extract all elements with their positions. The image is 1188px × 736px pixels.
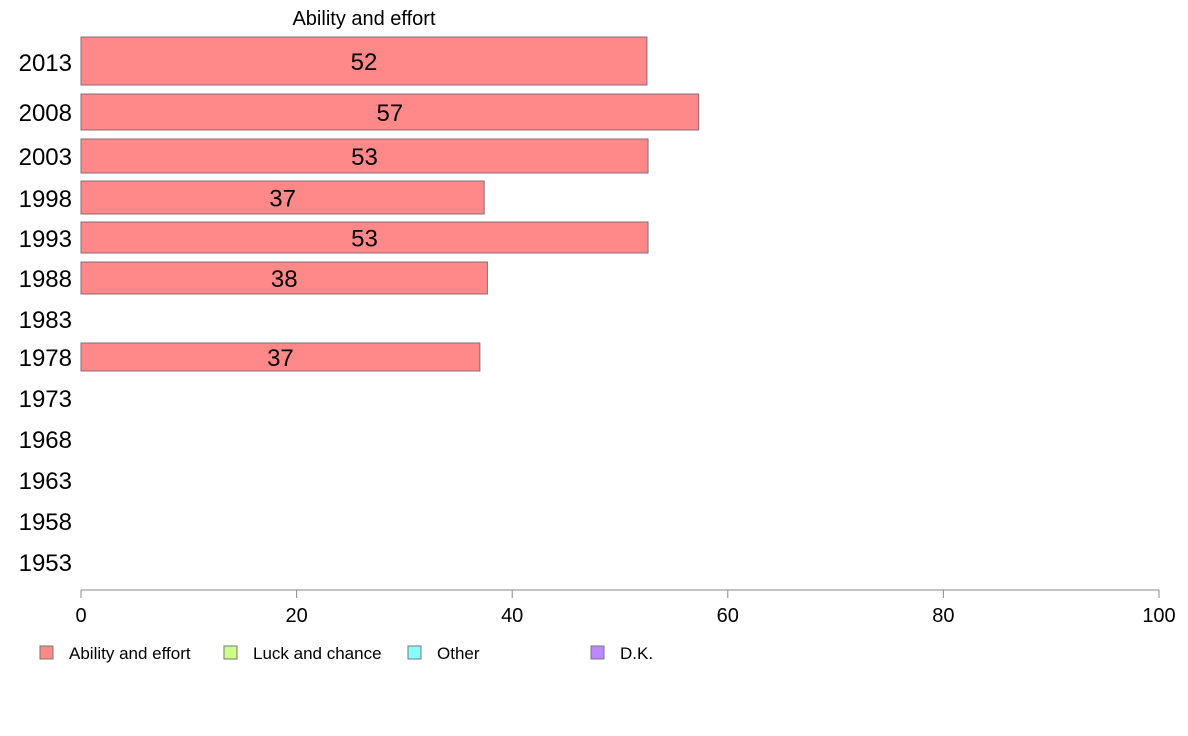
legend-swatch xyxy=(590,645,605,660)
y-tick-label: 1953 xyxy=(19,550,72,577)
bar xyxy=(80,342,481,372)
legend-label: D.K. xyxy=(620,644,653,663)
y-tick-label: 1978 xyxy=(19,345,72,372)
legend-item: Luck and chance xyxy=(223,644,382,663)
legend-label: Luck and chance xyxy=(253,644,382,663)
legend-item: Ability and effort xyxy=(39,644,191,663)
data-label: 37 xyxy=(267,345,294,372)
bar xyxy=(80,93,700,131)
y-tick-label: 2013 xyxy=(19,50,72,77)
y-tick-label: 2003 xyxy=(19,144,72,171)
legend-swatch xyxy=(39,645,54,660)
x-tick-label: 0 xyxy=(75,605,86,627)
bar xyxy=(80,221,649,254)
legend-item: Other xyxy=(407,644,480,663)
legend-item: D.K. xyxy=(590,644,653,663)
y-tick-label: 1963 xyxy=(19,468,72,495)
y-tick-label: 1983 xyxy=(19,307,72,334)
bar xyxy=(80,138,649,174)
y-tick-label: 1993 xyxy=(19,226,72,253)
bar xyxy=(80,261,488,295)
y-tick-label: 1968 xyxy=(19,427,72,454)
legend-swatch xyxy=(407,645,422,660)
bar xyxy=(80,36,648,86)
y-tick-label: 2008 xyxy=(19,100,72,127)
plot-area: 2013 2008 2003 1998 1993 1988 1983 1978 1973 1968… xyxy=(19,36,1176,627)
legend-label: Other xyxy=(437,644,480,663)
data-label: 37 xyxy=(269,186,296,213)
y-tick-label: 1958 xyxy=(19,509,72,536)
y-tick-label: 1988 xyxy=(19,266,72,293)
legend: Ability and effort Luck and chance Other D.… xyxy=(39,644,653,663)
x-tick-label: 80 xyxy=(932,605,954,627)
x-tick-label: 60 xyxy=(717,605,739,627)
data-label: 53 xyxy=(351,226,378,253)
legend-swatch xyxy=(223,645,238,660)
x-tick-label: 20 xyxy=(285,605,307,627)
data-label: 53 xyxy=(351,144,378,171)
bar xyxy=(80,180,485,215)
x-tick-label: 100 xyxy=(1142,605,1175,627)
data-label: 38 xyxy=(271,266,298,293)
chart-title: Ability and effort xyxy=(292,8,435,30)
legend-label: Ability and effort xyxy=(69,644,191,663)
y-tick-label: 1973 xyxy=(19,386,72,413)
y-tick-label: 1998 xyxy=(19,186,72,213)
data-label: 57 xyxy=(376,100,403,127)
x-tick-label: 40 xyxy=(501,605,523,627)
data-label: 52 xyxy=(351,49,378,76)
